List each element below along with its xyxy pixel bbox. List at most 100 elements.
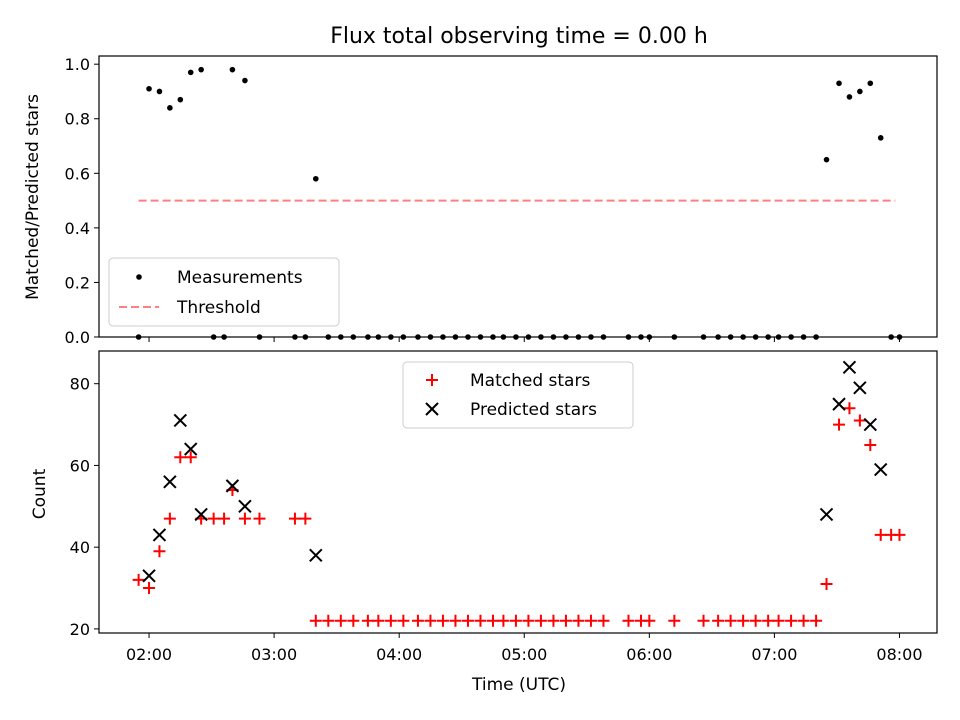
- matched-star-point: [559, 614, 572, 627]
- measurement-point: [177, 96, 184, 103]
- matched-star-point: [643, 614, 656, 627]
- matched-star-point: [334, 614, 347, 627]
- matched-star-point: [449, 614, 462, 627]
- matched-star-point: [810, 614, 823, 627]
- predicted-star-point: [163, 475, 177, 489]
- matched-star-point: [486, 614, 499, 627]
- matched-star-point: [174, 451, 187, 464]
- predicted-star-point: [842, 360, 857, 375]
- predicted-star-point: [819, 507, 834, 522]
- matched-star-point: [509, 614, 522, 627]
- predicted-star-point: [194, 507, 208, 522]
- bottom-plot-area: [132, 360, 906, 627]
- matched-star-point: [299, 512, 312, 525]
- bottom-x-axis-ticks: 02:00 03:00 04:00 05:00 06:00 07:00 08:00: [126, 633, 923, 664]
- top-y-tick-label: 0.4: [65, 219, 90, 238]
- matched-star-point: [384, 614, 397, 627]
- matched-star-point: [474, 614, 487, 627]
- bottom-y-axis-ticks: 20 40 60 80: [70, 375, 99, 639]
- predicted-star-point: [184, 442, 198, 456]
- matched-star-point: [163, 512, 176, 525]
- matched-star-point: [724, 614, 737, 627]
- measurement-point: [156, 88, 163, 95]
- top-y-axis-label: Matched/Predicted stars: [23, 94, 43, 300]
- measurement-point: [877, 135, 884, 141]
- matched-star-point: [572, 614, 585, 627]
- matched-star-point: [238, 512, 251, 525]
- bottom-axes-frame: [98, 350, 938, 634]
- matched-star-point: [424, 614, 437, 627]
- bottom-x-axis-label: Time (UTC): [471, 675, 566, 695]
- matched-star-point: [361, 614, 374, 627]
- bottom-x-tick-label: 06:00: [626, 645, 672, 664]
- bottom-y-tick-label: 40: [70, 538, 90, 557]
- bottom-x-tick-label: 03:00: [251, 645, 297, 664]
- bottom-y-tick-label: 80: [70, 375, 90, 394]
- top-x-axis-ticks: [148, 337, 900, 342]
- legend-measurements-marker: [136, 274, 142, 280]
- bottom-x-tick-label: 08:00: [876, 645, 922, 664]
- bottom-x-tick-label: 02:00: [126, 645, 172, 664]
- matched-star-point: [833, 418, 846, 431]
- matched-star-point: [309, 614, 322, 627]
- top-legend: Measurements Threshold: [108, 257, 340, 327]
- matched-star-point: [153, 545, 166, 558]
- matched-star-point: [622, 614, 635, 627]
- measurement-point: [836, 80, 842, 87]
- matched-star-point: [697, 614, 710, 627]
- predicted-star-point: [142, 569, 156, 583]
- bottom-x-tick-label: 07:00: [751, 645, 797, 664]
- measurement-point: [857, 88, 863, 95]
- bottom-legend-box: [402, 361, 634, 429]
- matched-star-point: [184, 451, 197, 464]
- predicted-star-point: [863, 417, 878, 432]
- top-y-tick-label: 0.6: [65, 164, 90, 183]
- matched-star-point: [207, 512, 220, 525]
- bottom-y-tick-label: 60: [70, 456, 90, 475]
- predicted-star-point: [238, 499, 252, 514]
- predicted-star-point: [225, 479, 240, 493]
- matched-star-point: [347, 614, 360, 627]
- predicted-star-point: [152, 528, 167, 542]
- matched-star-point: [132, 573, 145, 586]
- measurement-point: [242, 77, 248, 84]
- measurement-point: [312, 175, 319, 182]
- predicted-star-point: [173, 413, 188, 428]
- figure-title: Flux total observing time = 0.00 h: [330, 24, 708, 49]
- legend-matched-label: Matched stars: [470, 371, 590, 391]
- top-legend-box: [108, 257, 340, 327]
- bottom-legend: Matched stars Predicted stars: [402, 361, 634, 429]
- matched-star-point: [534, 614, 547, 627]
- measurement-point: [823, 156, 830, 163]
- matched-star-point: [874, 528, 887, 541]
- measurement-point: [846, 94, 853, 100]
- predicted-star-point: [832, 397, 846, 411]
- top-y-tick-label: 0.8: [65, 110, 90, 129]
- bottom-x-tick-label: 05:00: [501, 645, 547, 664]
- measurement-point: [229, 66, 236, 73]
- legend-predicted-marker: [425, 402, 439, 416]
- matched-star-point: [436, 614, 449, 627]
- matched-star-point: [785, 614, 798, 627]
- matched-star-point: [893, 528, 906, 541]
- matched-star-point: [749, 614, 762, 627]
- predicted-star-point: [853, 381, 867, 395]
- matched-star-point: [668, 614, 681, 627]
- top-y-tick-label: 0.2: [65, 273, 90, 292]
- matched-star-point: [143, 582, 156, 595]
- matched-star-point: [522, 614, 535, 627]
- matched-star-point: [864, 439, 877, 451]
- measurement-point: [167, 105, 173, 111]
- measurement-point: [146, 85, 152, 92]
- matched-star-point: [712, 614, 725, 627]
- legend-measurements-label: Measurements: [177, 268, 303, 288]
- legend-matched-marker: [426, 374, 438, 386]
- matched-star-point: [772, 614, 785, 627]
- matched-star-point: [797, 614, 810, 627]
- matched-star-point: [411, 614, 424, 627]
- matched-star-point: [397, 614, 410, 627]
- measurement-point: [867, 80, 874, 87]
- matched-star-point: [853, 414, 866, 427]
